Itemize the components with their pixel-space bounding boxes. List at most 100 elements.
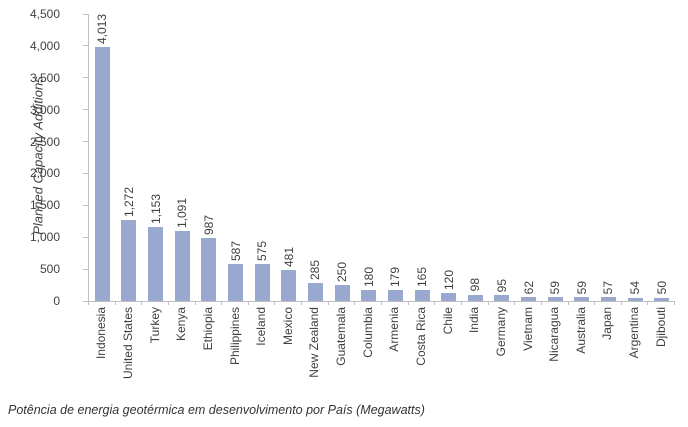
bar-value-label: 481 — [281, 247, 296, 268]
bar-column: 165 — [409, 14, 436, 301]
bar-value-label: 59 — [574, 280, 589, 295]
y-tick-mark — [83, 13, 89, 15]
x-category-label: Guatemala — [334, 307, 349, 366]
x-label-cell: New Zealand — [301, 307, 328, 378]
y-tick-label: 0 — [53, 294, 60, 308]
bar-column: 1,091 — [169, 14, 196, 301]
x-tick-mark — [169, 302, 196, 305]
bar-value-label: 1,153 — [148, 194, 163, 225]
x-category-label: Djibouti — [653, 307, 668, 348]
bars-container: 4,013 1,272 1,153 1,091 987 587 575 481 285 250 18… — [89, 14, 675, 301]
x-label-cell: Djibouti — [647, 307, 674, 347]
bar-column: 120 — [435, 14, 462, 301]
y-tick-label: 500 — [39, 262, 60, 277]
x-category-label: Germany — [493, 307, 508, 357]
bar-value-label: 1,091 — [175, 198, 190, 229]
x-category-label: Iceland — [254, 307, 269, 346]
bar-value-label: 54 — [628, 281, 643, 295]
bar-value-label: 1,272 — [121, 186, 136, 217]
x-category-label: New Zealand — [307, 307, 322, 378]
x-tick-mark — [89, 302, 116, 305]
x-category-label: Indonesia — [94, 307, 109, 360]
bar-column: 285 — [302, 14, 329, 301]
bar-value-label: 57 — [601, 281, 616, 295]
x-tick-mark — [542, 302, 569, 305]
x-label-cell: Armenia — [381, 307, 408, 352]
bar — [574, 297, 590, 301]
x-tick-mark — [196, 302, 223, 305]
y-tick-mark — [83, 77, 89, 79]
x-tick-mark — [222, 302, 249, 305]
y-tick-label: 3,000 — [29, 102, 60, 117]
x-tick-mark — [648, 302, 676, 305]
y-tick-label: 4,000 — [29, 38, 60, 53]
bar-value-label: 179 — [388, 266, 403, 287]
x-category-label: Costa Rica — [414, 307, 428, 366]
bar-column: 50 — [648, 14, 675, 301]
y-axis-title: Planned Capacity Additions — [30, 76, 46, 235]
bar — [441, 293, 457, 301]
x-tick-mark — [382, 302, 409, 305]
y-tick-mark — [83, 45, 89, 47]
bar — [627, 297, 643, 301]
bar-column: 95 — [489, 14, 516, 301]
x-category-label: United States — [120, 307, 135, 380]
y-tick-label: 4,500 — [29, 7, 60, 21]
x-label-cell: Argentina — [621, 307, 648, 358]
x-category-label: Ethiopia — [200, 307, 215, 351]
x-axis-ticks — [88, 302, 676, 305]
x-category-label: Vietnam — [520, 307, 535, 351]
bar-column: 4,013 — [89, 14, 116, 301]
bar-column: 98 — [462, 14, 489, 301]
y-tick-mark — [83, 172, 89, 174]
x-label-cell: India — [461, 307, 488, 333]
x-label-cell: Japan — [594, 307, 621, 340]
x-tick-mark — [489, 302, 516, 305]
bar-column: 180 — [355, 14, 382, 301]
x-label-cell: Philippines — [221, 307, 248, 365]
x-category-label: Philippines — [227, 307, 242, 366]
bar-column: 1,153 — [142, 14, 169, 301]
x-category-label: Nicaragua — [547, 307, 562, 362]
bar — [494, 294, 510, 301]
x-tick-mark — [622, 302, 649, 305]
bar-column: 57 — [595, 14, 622, 301]
x-label-cell: Germany — [488, 307, 515, 356]
x-tick-mark — [116, 302, 143, 305]
bar-value-label: 62 — [521, 280, 536, 295]
y-tick-mark — [83, 236, 89, 238]
bar — [521, 297, 537, 301]
bar-value-label: 120 — [441, 270, 456, 291]
y-tick-mark — [83, 141, 89, 143]
bar — [307, 282, 323, 301]
bar-column: 587 — [222, 14, 249, 301]
y-tick-mark — [83, 268, 89, 270]
bar-value-label: 575 — [255, 241, 270, 262]
x-tick-mark — [409, 302, 436, 305]
bar — [174, 231, 190, 301]
x-tick-mark — [329, 302, 356, 305]
bar-value-label: 95 — [494, 278, 509, 292]
x-label-cell: Columbia — [354, 307, 381, 358]
bar — [201, 238, 217, 301]
bar-value-label: 180 — [361, 266, 376, 287]
y-tick-label: 1,000 — [29, 230, 60, 245]
bar — [254, 264, 270, 301]
bar-column: 59 — [569, 14, 596, 301]
bar-value-label: 59 — [548, 280, 563, 295]
x-tick-mark — [435, 302, 462, 305]
y-tick-label: 2,000 — [29, 166, 60, 181]
x-category-label: Columbia — [360, 307, 375, 358]
x-tick-mark — [249, 302, 276, 305]
bar — [387, 289, 403, 301]
bar-column: 987 — [196, 14, 223, 301]
y-tick-label: 2,500 — [29, 134, 60, 149]
bar-column: 179 — [382, 14, 409, 301]
x-category-label: Japan — [600, 307, 615, 340]
bar-value-label: 587 — [228, 240, 243, 261]
x-category-label: Turkey — [147, 307, 162, 344]
plot-area: 4,013 1,272 1,153 1,091 987 587 575 481 285 250 18… — [83, 13, 675, 302]
bar-value-label: 987 — [201, 215, 216, 236]
x-category-label: Mexico — [280, 307, 295, 346]
x-category-label: Argentina — [627, 307, 642, 359]
